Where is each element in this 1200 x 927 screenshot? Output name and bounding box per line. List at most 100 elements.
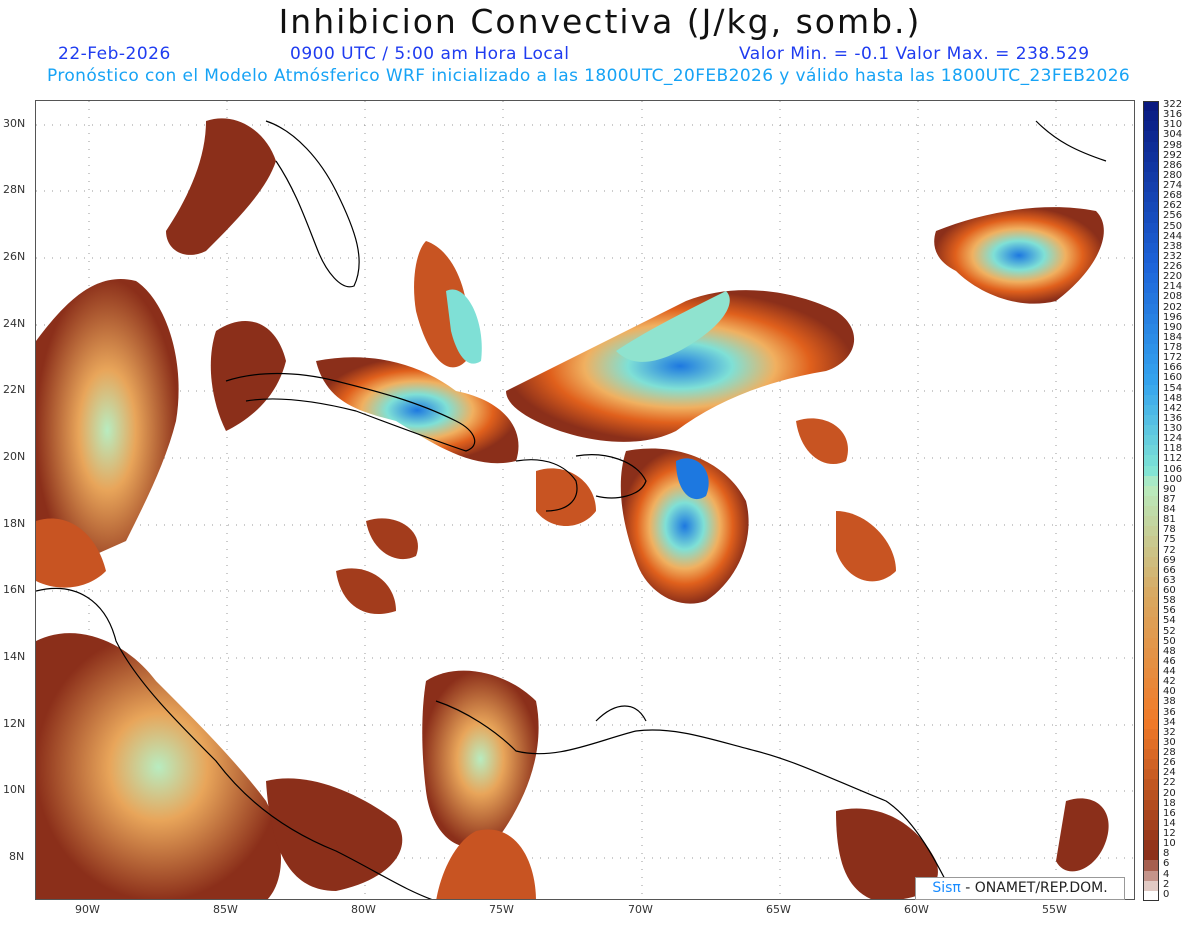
colorbar-label: 10 xyxy=(1163,838,1176,850)
colorbar-swatch xyxy=(1143,688,1159,699)
colorbar-swatch xyxy=(1143,637,1159,649)
lon-label-65w: 65W xyxy=(766,903,791,916)
forecast-label: Pronóstico con el Modelo Atmósferico WRF… xyxy=(47,66,1131,86)
colorbar-label: 18 xyxy=(1163,797,1176,809)
colorbar-label: 232 xyxy=(1163,250,1183,262)
colorbar-label: 75 xyxy=(1163,534,1176,546)
colorbar-label: 112 xyxy=(1163,453,1183,465)
colorbar-swatch xyxy=(1143,587,1159,598)
colorbar-label: 26 xyxy=(1163,757,1176,769)
colorbar-label: 160 xyxy=(1163,372,1183,384)
colorbar-swatch xyxy=(1143,121,1159,132)
colorbar-swatch xyxy=(1143,202,1159,213)
lat-label-10n: 10N xyxy=(3,783,26,796)
colorbar-label: 2 xyxy=(1163,878,1170,890)
colorbar-label: 262 xyxy=(1163,200,1183,212)
colorbar-swatch xyxy=(1143,880,1159,892)
colorbar-label: 292 xyxy=(1163,149,1183,161)
colorbar-swatch xyxy=(1143,789,1159,801)
colorbar-swatch xyxy=(1143,830,1159,841)
cin-field xyxy=(36,118,1109,899)
colorbar-swatch xyxy=(1143,809,1159,821)
map-title: Inhibicion Convectiva (J/kg, somb.) xyxy=(278,2,922,41)
colorbar-swatch xyxy=(1143,303,1159,315)
colorbar-swatch xyxy=(1143,414,1159,426)
colorbar-label: 172 xyxy=(1163,352,1183,364)
colorbar-label: 46 xyxy=(1163,655,1176,667)
colorbar-label: 202 xyxy=(1163,301,1183,313)
colorbar-label: 4 xyxy=(1163,868,1170,880)
colorbar-swatch xyxy=(1143,850,1159,861)
lon-label-80w: 80W xyxy=(351,903,376,916)
colorbar-label: 310 xyxy=(1163,119,1183,131)
credit-text: - ONAMET/REP.DOM. xyxy=(965,880,1108,896)
colorbar-swatch xyxy=(1143,799,1159,811)
colorbar-label: 316 xyxy=(1163,109,1183,121)
colorbar-swatch xyxy=(1143,607,1159,618)
colorbar-label: 54 xyxy=(1163,615,1176,627)
colorbar-swatch xyxy=(1143,252,1159,264)
colorbar-label: 166 xyxy=(1163,362,1183,374)
colorbar-swatch xyxy=(1143,394,1159,406)
minmax-label: Valor Min. = -0.1 Valor Max. = 238.529 xyxy=(739,44,1090,64)
colorbar-label: 280 xyxy=(1163,169,1183,181)
colorbar-label: 48 xyxy=(1163,645,1176,657)
colorbar-swatch xyxy=(1143,313,1159,325)
lat-label-12n: 12N xyxy=(3,717,26,730)
colorbar-label: 58 xyxy=(1163,595,1176,607)
colorbar-label: 190 xyxy=(1163,321,1183,333)
colorbar-swatch xyxy=(1143,263,1159,274)
colorbar-label: 244 xyxy=(1163,230,1183,242)
colorbar-label: 16 xyxy=(1163,807,1176,819)
colorbar-swatch xyxy=(1143,647,1159,659)
colorbar-label: 81 xyxy=(1163,514,1176,526)
lon-label-55w: 55W xyxy=(1042,903,1067,916)
lat-label-22n: 22N xyxy=(3,383,26,396)
colorbar-label: 226 xyxy=(1163,261,1183,273)
colorbar-label: 118 xyxy=(1163,443,1183,455)
colorbar-swatch xyxy=(1143,506,1159,517)
colorbar-label: 6 xyxy=(1163,858,1170,870)
lon-label-60w: 60W xyxy=(904,903,929,916)
colorbar-swatch xyxy=(1143,708,1159,720)
colorbar-swatch xyxy=(1143,819,1159,831)
colorbar-label: 34 xyxy=(1163,716,1176,728)
date-label: 22-Feb-2026 xyxy=(58,44,171,64)
colorbar-swatch xyxy=(1143,465,1159,477)
colorbar-swatch xyxy=(1143,111,1159,122)
colorbar-swatch xyxy=(1143,232,1159,244)
colorbar-swatch xyxy=(1143,495,1159,507)
lat-label-26n: 26N xyxy=(3,250,26,263)
colorbar-label: 28 xyxy=(1163,747,1176,759)
colorbar-swatch xyxy=(1143,455,1159,467)
colorbar-swatch xyxy=(1143,374,1159,386)
colorbar-label: 60 xyxy=(1163,585,1176,597)
colorbar-label: 38 xyxy=(1163,696,1176,708)
colorbar-swatch xyxy=(1143,698,1159,710)
colorbar-swatch xyxy=(1143,840,1159,851)
lon-label-70w: 70W xyxy=(628,903,653,916)
credit-logo: Sis xyxy=(932,880,953,896)
colorbar-swatch xyxy=(1143,546,1159,558)
colorbar-label: 63 xyxy=(1163,574,1176,586)
colorbar-label: 52 xyxy=(1163,625,1176,637)
colorbar-swatch xyxy=(1143,668,1159,679)
lon-label-90w: 90W xyxy=(75,903,100,916)
colorbar-swatch xyxy=(1143,182,1159,193)
colorbar-label: 56 xyxy=(1163,605,1176,617)
colorbar-swatch xyxy=(1143,333,1159,345)
colorbar-swatch xyxy=(1143,526,1159,537)
colorbar-swatch xyxy=(1143,354,1159,365)
colorbar-swatch xyxy=(1143,769,1159,780)
lat-label-30n: 30N xyxy=(3,117,26,130)
colorbar-swatch xyxy=(1143,212,1159,224)
colorbar-label: 124 xyxy=(1163,433,1183,445)
colorbar-label: 298 xyxy=(1163,139,1183,151)
colorbar-swatch xyxy=(1143,779,1159,791)
lat-label-8n: 8N xyxy=(9,850,25,863)
colorbar-swatch xyxy=(1143,425,1159,436)
colorbar-swatch xyxy=(1143,273,1159,284)
colorbar-swatch xyxy=(1143,192,1159,203)
coastlines xyxy=(36,120,1107,899)
colorbar-swatch xyxy=(1143,283,1159,294)
